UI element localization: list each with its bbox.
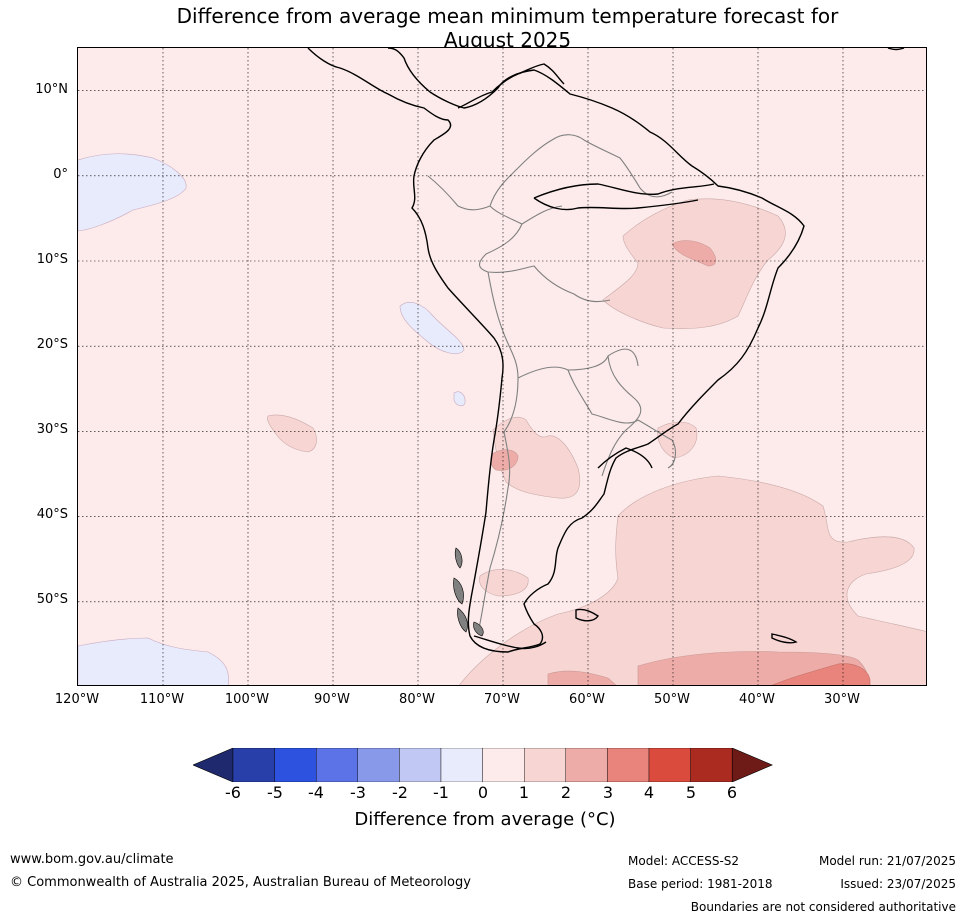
footer-base-period: Base period: 1981-2018: [628, 877, 773, 891]
lat-label-10n: 10°N: [35, 82, 68, 97]
warm-anomaly-patagonia-shelf: [479, 569, 529, 597]
lat-label-20s: 20°S: [36, 337, 68, 352]
warm-anomaly-south-atlantic: [459, 475, 926, 685]
colorbar-arrow-high: [731, 748, 773, 782]
colorbar-tick: 2: [560, 783, 572, 802]
lat-label-10s: 10°S: [36, 252, 68, 267]
warm-anomaly-pacific-chile: [267, 414, 317, 453]
country-boundaries: [427, 134, 677, 635]
chile-fjords: [453, 547, 484, 637]
lon-label-50w: 50°W: [654, 692, 690, 707]
coastlines: [307, 48, 905, 653]
colorbar-tick: 5: [685, 783, 697, 802]
footer-model-run: Model run: 21/07/2025: [818, 854, 956, 868]
lon-label-100w: 100°W: [224, 692, 270, 707]
colorbar-tick: -2: [392, 783, 408, 802]
colorbar-tick: 0: [477, 783, 489, 802]
footer-website: www.bom.gov.au/climate: [10, 852, 174, 867]
colorbar-cell: [607, 748, 650, 782]
lon-label-110w: 110°W: [139, 692, 185, 707]
chart-title: Difference from average mean minimum tem…: [0, 4, 965, 52]
cool-anomaly-small-pacific: [453, 391, 466, 407]
colorbar-tick: -4: [308, 783, 324, 802]
colorbar-tick: 1: [518, 783, 530, 802]
lat-label-50s: 50°S: [36, 592, 68, 607]
colorbar-cell: [399, 748, 442, 782]
colorbar-cell: [648, 748, 691, 782]
colorbar-cell: [357, 748, 400, 782]
colorbar: [193, 748, 773, 782]
cool-anomaly-southwest-pacific: [78, 637, 229, 685]
colorbar-cell: [274, 748, 317, 782]
lon-label-60w: 60°W: [569, 692, 605, 707]
graticule: [78, 48, 926, 685]
lon-label-80w: 80°W: [399, 692, 435, 707]
colorbar-cell: [690, 748, 733, 782]
colorbar-cell: [315, 748, 358, 782]
colorbar-cell: [232, 748, 275, 782]
warm-anomaly-central-argentina: [492, 417, 581, 499]
colorbar-tick: -1: [433, 783, 449, 802]
colorbar-label: Difference from average (°C): [354, 809, 616, 830]
lon-label-30w: 30°W: [824, 692, 860, 707]
lat-label-0: 0°: [53, 167, 68, 182]
footer-model: Model: ACCESS-S2: [628, 854, 740, 868]
map-panel: [77, 47, 927, 686]
footer-copyright: © Commonwealth of Australia 2025, Austra…: [10, 875, 471, 890]
footer-issued: Issued: 23/07/2025: [840, 877, 956, 891]
colorbar-tick: 6: [726, 783, 738, 802]
colorbar-cell: [565, 748, 608, 782]
lat-label-30s: 30°S: [36, 422, 68, 437]
colorbar-tick: -3: [350, 783, 366, 802]
colorbar-cell: [524, 748, 567, 782]
colorbar-tick: 3: [602, 783, 614, 802]
colorbar-tick: -5: [267, 783, 283, 802]
lon-label-90w: 90°W: [314, 692, 350, 707]
lat-label-40s: 40°S: [36, 507, 68, 522]
cool-anomaly-equatorial-pacific: [78, 153, 187, 232]
colorbar-cell: [440, 748, 483, 782]
title-line-1: Difference from average mean minimum tem…: [176, 4, 839, 28]
cool-anomaly-pacific-off-peru: [399, 302, 465, 354]
warm-anomaly-brazil-core: [671, 240, 717, 267]
warm-anomaly-northeast-brazil: [602, 198, 786, 329]
lon-label-120w: 120°W: [54, 692, 100, 707]
lon-label-40w: 40°W: [739, 692, 775, 707]
footer-disclaimer: Boundaries are not considered authoritat…: [690, 900, 956, 914]
colorbar-arrow-low: [193, 748, 234, 782]
map-canvas: [78, 48, 926, 685]
colorbar-tick: 4: [643, 783, 655, 802]
lon-label-70w: 70°W: [484, 692, 520, 707]
colorbar-cell: [482, 748, 525, 782]
warm-anomaly-30w-60s: [771, 663, 871, 685]
colorbar-tick: -6: [225, 783, 241, 802]
